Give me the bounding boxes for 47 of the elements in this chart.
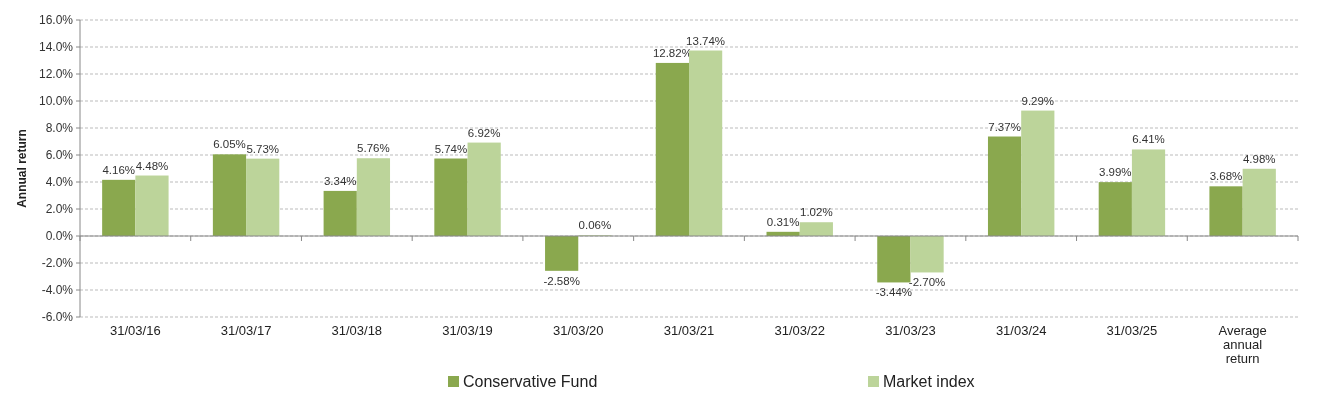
data-label: 5.73% xyxy=(246,142,279,155)
data-label: 4.98% xyxy=(1242,152,1276,165)
data-label: 0.31% xyxy=(766,215,800,228)
legend-label: Market index xyxy=(883,373,975,390)
x-tick-label: 31/03/22 xyxy=(774,323,826,338)
y-tick-label: 16.0% xyxy=(38,13,74,28)
y-tick-label: 10.0% xyxy=(38,94,74,109)
x-tick-label: 31/03/16 xyxy=(110,323,161,338)
x-tick-label: 31/03/17 xyxy=(220,323,272,338)
data-label: 0.06% xyxy=(578,219,612,232)
data-label: 1.02% xyxy=(800,206,833,219)
data-label: 4.16% xyxy=(102,163,136,176)
data-label: 5.76% xyxy=(357,142,390,155)
data-label: -3.44% xyxy=(875,286,913,299)
data-label: 6.05% xyxy=(213,138,246,151)
y-tick-label: 6.0% xyxy=(45,148,74,163)
data-label: 13.74% xyxy=(686,34,726,47)
x-tick-label: 31/03/19 xyxy=(442,323,493,338)
data-label: 3.99% xyxy=(1099,166,1132,179)
y-tick-label: 12.0% xyxy=(38,67,74,82)
x-tick-label: 31/03/21 xyxy=(663,323,715,338)
x-tick-label: Average annual return xyxy=(1218,323,1267,366)
data-label: -2.58% xyxy=(543,274,580,287)
y-tick-label: -4.0% xyxy=(41,283,74,298)
data-label: 5.74% xyxy=(434,142,468,155)
y-tick-label: -6.0% xyxy=(41,310,74,325)
y-tick-label: -2.0% xyxy=(41,256,74,271)
x-tick-label: 31/03/18 xyxy=(331,323,383,338)
y-tick-label: 8.0% xyxy=(45,121,74,136)
data-label: -2.70% xyxy=(908,276,946,289)
y-axis-title: Annual return xyxy=(15,129,29,208)
y-tick-label: 0.0% xyxy=(45,229,74,244)
x-tick-label: 31/03/24 xyxy=(995,323,1047,338)
data-label: 3.68% xyxy=(1209,170,1243,183)
data-label: 9.29% xyxy=(1021,94,1055,107)
data-label: 3.34% xyxy=(323,174,357,187)
data-label: 4.48% xyxy=(135,159,169,172)
legend-label: Conservative Fund xyxy=(463,373,598,390)
y-tick-label: 2.0% xyxy=(45,202,74,217)
data-label: 6.92% xyxy=(467,126,501,139)
y-tick-label: 4.0% xyxy=(45,175,74,190)
data-label: 6.41% xyxy=(1132,133,1165,146)
x-tick-label: 31/03/23 xyxy=(885,323,936,338)
data-label: 7.37% xyxy=(988,120,1021,133)
x-tick-label: 31/03/25 xyxy=(1106,323,1158,338)
y-tick-label: 14.0% xyxy=(38,40,74,55)
x-tick-label: 31/03/20 xyxy=(552,323,604,338)
